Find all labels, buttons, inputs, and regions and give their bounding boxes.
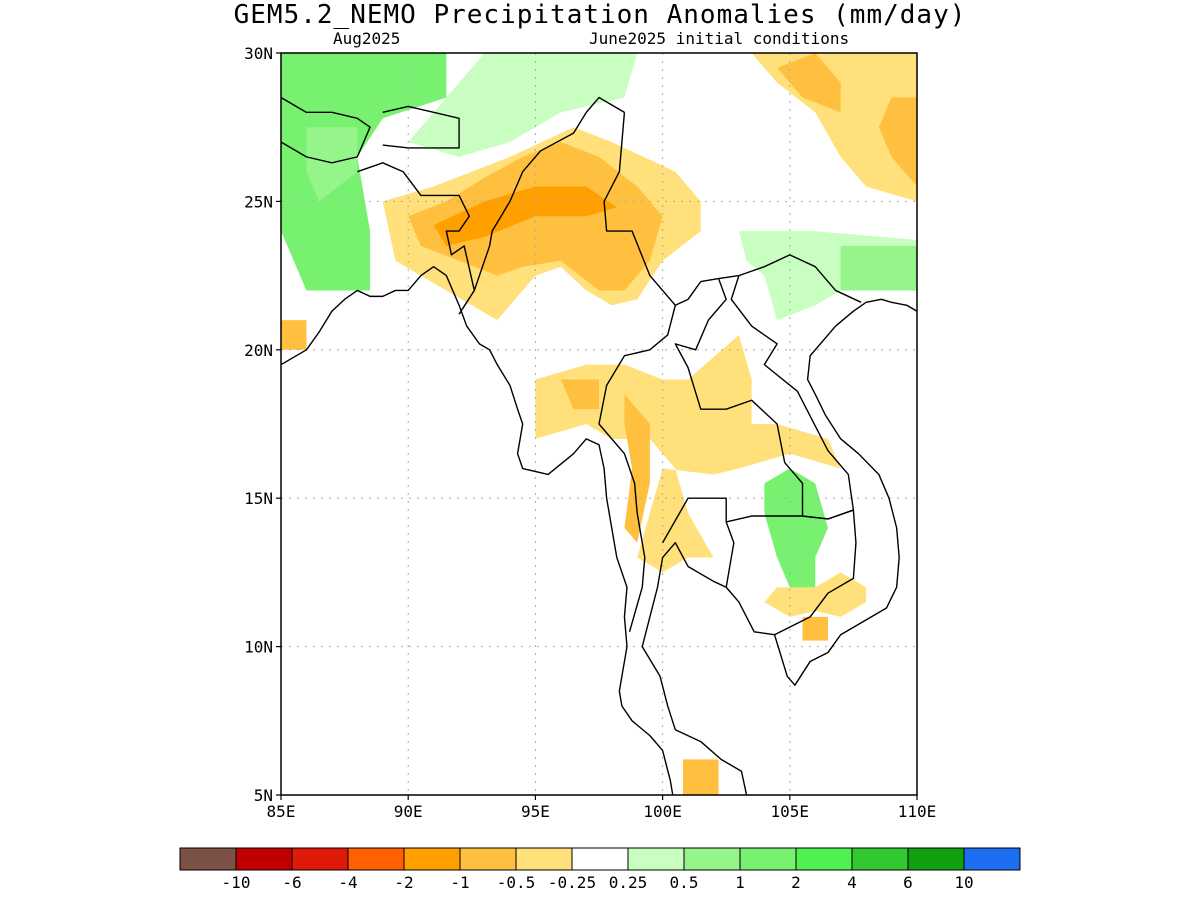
- init-conditions-label: June2025 initial conditions: [589, 29, 850, 48]
- colorbar-swatch: [403, 847, 461, 871]
- x-tick-label: 95E: [521, 802, 550, 821]
- valid-month-label: Aug2025: [333, 29, 401, 48]
- anomaly-wet-cambodia: [764, 468, 828, 603]
- anomaly-dry-south-china: [751, 53, 917, 202]
- colorbar: -10 -6 -4 -2 -1 -0.5 -0.25 0.25 0.5 1 2 4 6 10: [179, 847, 1021, 892]
- y-tick-label: 5N: [254, 786, 273, 805]
- grid-lines: [281, 53, 917, 795]
- colorbar-label: 2: [791, 873, 801, 892]
- colorbar-swatch: [515, 847, 573, 871]
- y-tick-label: 10N: [244, 638, 273, 657]
- axis-ticks: 85E 90E 95E 100E 105E 110E 30N 25N 20N 15N 10N 5N: [244, 44, 936, 821]
- anomaly-drier-mekong: [802, 616, 828, 641]
- anomaly-very-dry-myanmar: [433, 186, 617, 246]
- anomaly-drier-myanmar-south: [560, 379, 599, 410]
- colorbar-label: 6: [903, 873, 913, 892]
- colorbar-label: 0.5: [670, 873, 699, 892]
- anomaly-wetter-guangxi: [840, 245, 917, 291]
- colorbar-swatch: [851, 847, 909, 871]
- colorbar-swatch: [291, 847, 349, 871]
- colorbar-swatch: [235, 847, 293, 871]
- border-bangladesh: [357, 162, 476, 315]
- border-thailand-laos-south: [661, 497, 727, 544]
- colorbar-swatch: [907, 847, 965, 871]
- colorbar-label: 1: [735, 873, 745, 892]
- border-bhutan: [382, 105, 460, 149]
- x-tick-label: 105E: [771, 802, 810, 821]
- colorbar-swatch: [683, 847, 741, 871]
- border-vietnam-china: [718, 254, 862, 303]
- x-tick-label: 85E: [267, 802, 296, 821]
- colorbar-label: 0.25: [609, 873, 648, 892]
- border-myanmar-china: [603, 112, 702, 306]
- y-tick-label: 25N: [244, 192, 273, 211]
- colorbar-label: -0.25: [548, 873, 596, 892]
- y-tick-label: 15N: [244, 489, 273, 508]
- x-tick-label: 100E: [643, 802, 682, 821]
- colorbar-label: -4: [338, 873, 357, 892]
- coast-gulf-of-thailand: [641, 298, 917, 795]
- anomaly-drier-south-china: [777, 53, 841, 113]
- anomaly-drier-thailand-west: [624, 394, 650, 543]
- border-myanmar-india: [473, 96, 625, 291]
- y-tick-label: 30N: [244, 44, 273, 63]
- anomaly-moist-northwest-india: [306, 127, 358, 202]
- colorbar-label: 4: [847, 873, 857, 892]
- border-myanmar-thailand: [598, 305, 676, 632]
- border-nepal-north: [281, 96, 371, 164]
- anomaly-dry-thailand: [535, 334, 841, 573]
- colorbar-label: -10: [222, 873, 251, 892]
- y-tick-label: 20N: [244, 341, 273, 360]
- colorbar-label: -0.5: [497, 873, 536, 892]
- colorbar-swatch: [795, 847, 853, 871]
- colorbar-swatch: [627, 847, 685, 871]
- anomaly-dry-bay-of-bengal: [281, 320, 307, 350]
- colorbar-swatch: [179, 847, 237, 871]
- border-cambodia: [725, 509, 857, 636]
- anomaly-drier-south-china-east: [878, 97, 917, 187]
- anomaly-shading-layer: [281, 53, 917, 795]
- colorbar-label: -2: [394, 873, 413, 892]
- coast-india-bengal: [281, 265, 674, 795]
- colorbar-label: 10: [954, 873, 973, 892]
- anomaly-dry-peninsula: [682, 759, 719, 795]
- border-laos: [674, 275, 855, 520]
- colorbar-swatch: [347, 847, 405, 871]
- colorbar-label: -6: [282, 873, 301, 892]
- colorbar-swatch: [739, 847, 797, 871]
- colorbar-swatch: [571, 847, 629, 871]
- anomaly-wet-himalaya: [408, 53, 638, 157]
- x-tick-label: 90E: [394, 802, 423, 821]
- x-tick-label: 110E: [898, 802, 937, 821]
- map-frame: [280, 52, 918, 796]
- colorbar-swatch: [963, 847, 1021, 871]
- map-title: GEM5.2_NEMO Precipitation Anomalies (mm/…: [233, 0, 967, 30]
- colorbar-label: -1: [450, 873, 469, 892]
- colorbar-swatch: [459, 847, 517, 871]
- coastlines-borders-layer: [281, 96, 917, 795]
